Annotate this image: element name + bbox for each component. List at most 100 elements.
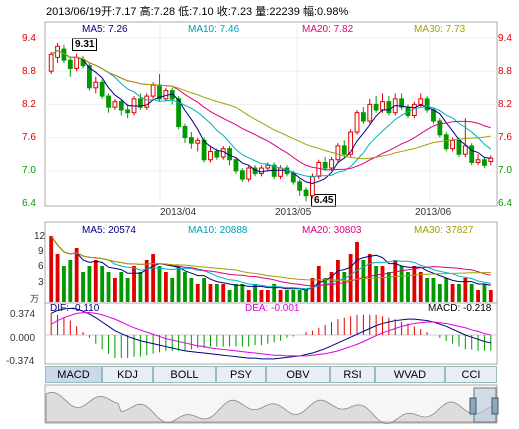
volume-bars: [49, 236, 493, 302]
volume-bar: [93, 260, 98, 302]
price-tick-right: 8.2: [498, 99, 512, 110]
candle-body: [380, 101, 385, 111]
candle-body: [48, 54, 54, 72]
volume-bar: [329, 272, 334, 302]
candle-body: [188, 137, 194, 144]
volume-bar: [138, 272, 143, 302]
volume-bar: [348, 254, 353, 302]
price-ma30-line: [50, 49, 491, 160]
volume-bar: [457, 284, 461, 302]
vol-ma10-label: MA10: 20888: [188, 225, 248, 236]
volume-ma5-line: [50, 235, 491, 291]
volume-bar: [393, 260, 398, 302]
candle-body: [112, 101, 118, 108]
price-tick-right: 9.4: [498, 33, 512, 44]
volume-bar: [112, 278, 117, 302]
candle-body: [360, 112, 366, 122]
volume-bar: [425, 278, 430, 302]
candle-body: [176, 98, 182, 128]
ma5-label: MA5: 7.26: [82, 24, 128, 35]
dea-label: DEA: -0.001: [245, 303, 300, 314]
volume-bar: [323, 278, 328, 302]
candle-body: [118, 101, 124, 111]
ma10-label: MA10: 7.46: [188, 24, 240, 35]
candle-body: [259, 167, 264, 175]
candle-body: [106, 95, 111, 108]
vol-tick: 6: [38, 261, 44, 272]
tab-boll[interactable]: BOLL: [153, 366, 216, 383]
timeline-handle-right[interactable]: [491, 397, 499, 415]
candle-body: [265, 164, 271, 169]
volume-bar: [469, 284, 474, 302]
candle-body: [290, 173, 296, 183]
candle-body: [201, 139, 207, 161]
vol-ma20-label: MA20: 30803: [302, 225, 362, 236]
volume-bar: [227, 290, 232, 302]
tab-psy[interactable]: PSY: [216, 366, 266, 383]
volume-bar: [444, 278, 449, 302]
price-ma5-line: [50, 49, 491, 185]
candle-body: [239, 170, 245, 180]
volume-bar: [374, 266, 379, 302]
vol-unit: 万: [30, 294, 40, 304]
timeline-handle-left[interactable]: [469, 397, 477, 415]
vol-tick: 12: [34, 231, 46, 242]
candle-body: [399, 98, 405, 108]
volume-bar: [437, 284, 442, 302]
volume-bar: [291, 290, 296, 302]
candle-body: [150, 84, 156, 97]
volume-bar: [189, 278, 194, 302]
candle-body: [310, 175, 315, 197]
volume-bar: [106, 272, 111, 302]
volume-bar: [87, 266, 92, 302]
candle-body: [144, 95, 150, 108]
date-label: 2013/04: [160, 207, 197, 218]
volume-ma10-line: [50, 235, 491, 290]
change-pct: 0.98%: [317, 6, 349, 18]
tab-rsi[interactable]: RSI: [330, 366, 375, 383]
volume-value: 22239: [269, 6, 300, 18]
candle-body: [137, 98, 143, 108]
tab-macd[interactable]: MACD: [45, 366, 102, 383]
tab-obv[interactable]: OBV: [266, 366, 330, 383]
timeline-sparkline: [45, 391, 497, 424]
volume-bar: [463, 278, 468, 302]
volume-bar: [476, 290, 480, 302]
vol-tick: 9: [38, 246, 44, 257]
candle-body: [233, 159, 239, 172]
candle-body: [87, 65, 92, 89]
volume-bar: [234, 284, 238, 302]
candle-body: [125, 109, 131, 114]
candle-body: [322, 162, 328, 169]
volume-bar: [55, 254, 60, 302]
volume-ma20-line: [50, 235, 491, 287]
candles: [48, 42, 494, 202]
candle-body: [74, 56, 80, 69]
volume-bar: [240, 284, 245, 302]
tab-wvad[interactable]: WVAD: [375, 366, 445, 383]
candle-body: [208, 150, 213, 161]
volume-bar: [81, 272, 85, 302]
candle-body: [367, 103, 373, 122]
volume-bar: [450, 284, 455, 302]
candle-body: [373, 103, 379, 111]
candle-body: [182, 126, 188, 139]
price-ma10-line: [50, 49, 492, 178]
tab-kdj[interactable]: KDJ: [102, 366, 153, 383]
volume-bar: [310, 278, 315, 302]
volume-bar: [431, 278, 436, 302]
candle-body: [424, 98, 430, 111]
candle-body: [246, 167, 252, 180]
candle-body: [214, 150, 220, 158]
macd-tick: 0.374: [10, 309, 36, 320]
candle-body: [482, 159, 487, 166]
volume-bar: [399, 266, 404, 302]
volume-bar: [418, 272, 423, 302]
candle-body: [469, 145, 475, 163]
volume-bar: [278, 290, 283, 302]
tab-cci[interactable]: CCI: [445, 366, 497, 383]
candle-body: [348, 131, 354, 155]
volume-bar: [355, 242, 359, 302]
volume-bar: [214, 284, 219, 302]
